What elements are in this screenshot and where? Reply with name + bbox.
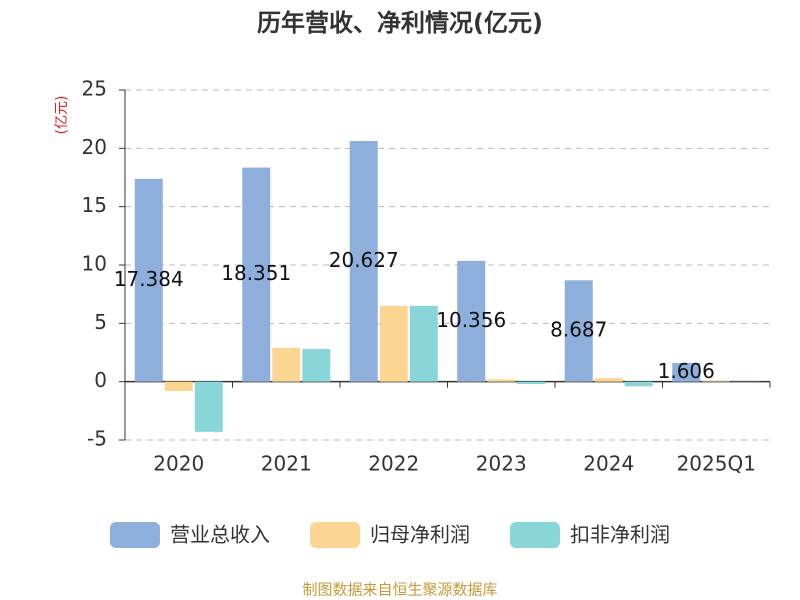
bar (302, 349, 331, 382)
legend-swatch (310, 522, 360, 548)
data-label: 8.687 (550, 317, 607, 341)
y-axis-label: (亿元) (54, 96, 70, 135)
y-tick-label: 25 (82, 77, 107, 101)
x-tick-label: 2020 (153, 452, 204, 476)
bar (242, 167, 271, 382)
bar (702, 381, 731, 382)
bar (379, 305, 408, 382)
y-tick-label: 15 (82, 193, 107, 217)
data-label: 20.627 (329, 248, 399, 272)
bar (487, 379, 516, 382)
source-note: 制图数据来自恒生聚源数据库 (302, 581, 497, 599)
bar (517, 381, 546, 384)
legend-label: 营业总收入 (170, 523, 270, 547)
y-tick-label: 10 (82, 252, 107, 276)
data-label: 17.384 (114, 267, 184, 291)
y-tick-label: 20 (82, 135, 107, 159)
bar (272, 347, 301, 382)
bar (409, 305, 438, 382)
x-tick-label: 2025Q1 (677, 452, 756, 476)
x-tick-label: 2023 (476, 452, 527, 476)
bar (349, 141, 378, 382)
bar (624, 381, 653, 387)
y-tick-label: -5 (87, 427, 107, 451)
bar (164, 381, 193, 391)
x-tick-label: 2022 (368, 452, 419, 476)
data-label: 10.356 (436, 308, 506, 332)
legend-swatch (510, 522, 560, 548)
y-tick-label: 5 (94, 310, 107, 334)
bar (134, 178, 163, 382)
legend-swatch (110, 522, 160, 548)
chart-title: 历年营收、净利情况(亿元) (257, 9, 543, 37)
bar (194, 381, 223, 432)
data-label: 1.606 (658, 359, 715, 383)
y-tick-label: 0 (94, 368, 107, 392)
bar (594, 378, 623, 382)
bar (672, 362, 701, 382)
legend-label: 归母净利润 (370, 523, 470, 547)
bar (564, 280, 593, 382)
bar (457, 260, 486, 382)
legend-label: 扣非净利润 (570, 523, 670, 547)
x-tick-label: 2021 (261, 452, 312, 476)
data-label: 18.351 (221, 261, 291, 285)
x-tick-label: 2024 (583, 452, 634, 476)
